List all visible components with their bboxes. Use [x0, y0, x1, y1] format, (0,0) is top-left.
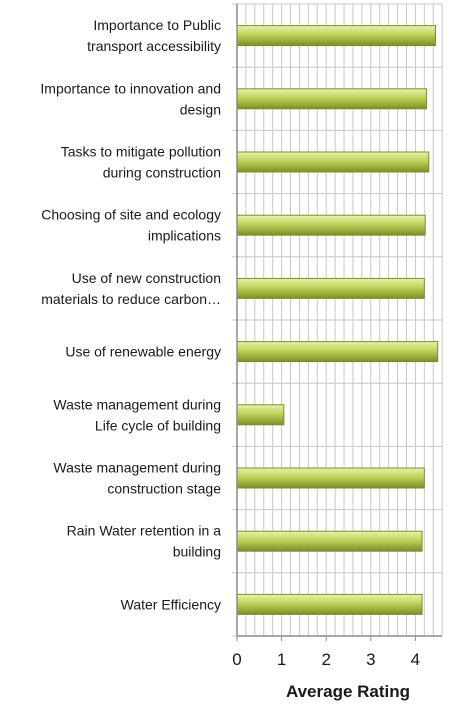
category-label: Rain Water retention in a building	[67, 523, 222, 560]
category-label: Waste management during Life cycle of bui…	[53, 396, 221, 433]
bar	[236, 88, 428, 110]
bar	[236, 404, 285, 426]
x-tick-label: 0	[232, 650, 241, 669]
bar	[236, 277, 425, 299]
category-label: Choosing of site and ecology implications	[41, 207, 221, 244]
x-tick-labels: 0 1 2 3 4	[232, 650, 420, 669]
category-label: Importance to Public transport accessibil…	[87, 17, 221, 54]
category-label: Water Efficiency	[121, 596, 221, 612]
category-label: Use of new construction materials to redu…	[41, 270, 221, 307]
bar	[236, 593, 423, 615]
x-tick-label: 2	[321, 650, 330, 669]
x-tick-label: 1	[277, 650, 286, 669]
bar	[236, 25, 436, 47]
x-axis-title: Average Rating	[286, 682, 410, 701]
axes	[236, 4, 442, 641]
bar	[236, 467, 425, 489]
category-label: Waste management during construction stag…	[53, 460, 221, 497]
category-label: Tasks to mitigate pollution during constr…	[61, 144, 221, 181]
category-labels: Importance to Public transport accessibil…	[40, 17, 221, 612]
bar	[236, 530, 423, 552]
bar	[236, 214, 426, 236]
bar	[236, 151, 430, 173]
x-tick-label: 4	[411, 650, 420, 669]
category-label: Importance to innovation and design	[40, 80, 221, 117]
x-tick-label: 3	[366, 650, 375, 669]
category-label: Use of renewable energy	[65, 344, 221, 360]
bar	[236, 341, 439, 363]
